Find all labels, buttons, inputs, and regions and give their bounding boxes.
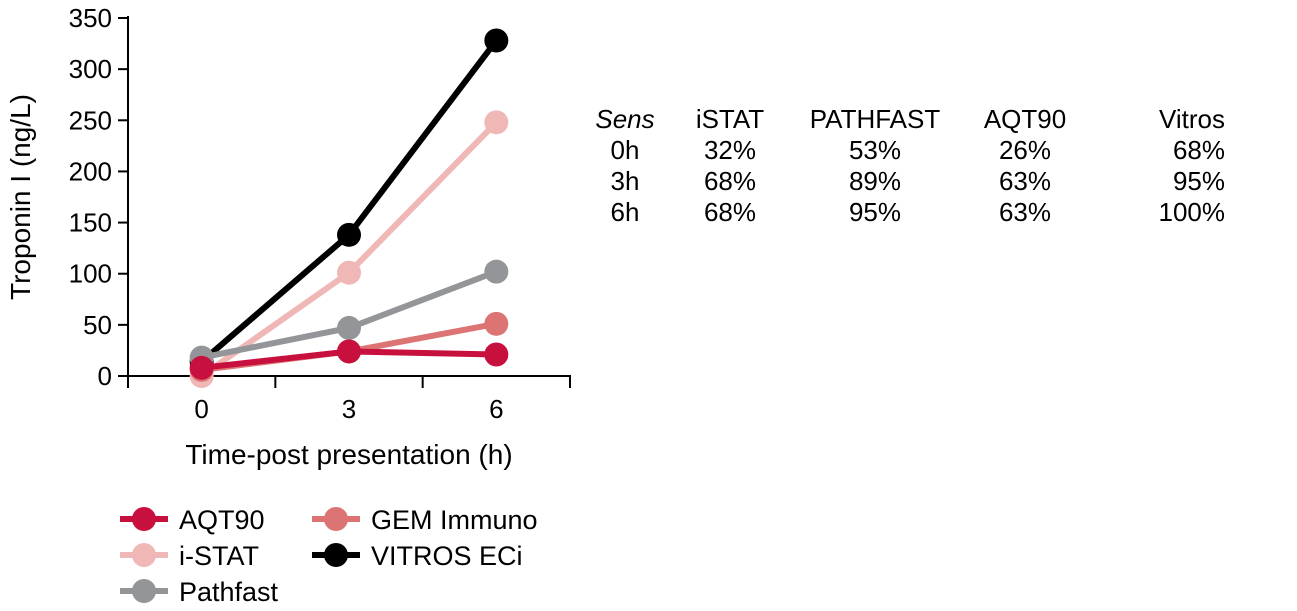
table-header-cell: iSTAT [695,104,765,134]
table-cell: 68% [1172,135,1225,165]
table-cell: 68% [703,166,757,196]
table-cell: 89% [848,166,902,196]
data-point [484,342,509,367]
table-header-cell: PATHFAST [809,104,941,134]
x-tick-label: 0 [194,394,208,424]
y-tick-label: 350 [69,3,112,33]
data-point [484,28,509,53]
table-header-row: Sens iSTAT PATHFAST AQT90 Vitros [575,104,1225,135]
legend-label: AQT90 [179,505,265,535]
x-tick-label: 6 [489,394,503,424]
table-cell: 68% [703,197,757,227]
data-point [484,311,509,336]
x-tick-label: 3 [342,394,356,424]
data-point [337,315,361,340]
legend-label: GEM Immuno [371,505,538,535]
legend-label: VITROS ECi [371,541,523,571]
table-header-cell: AQT90 [983,104,1067,134]
table-cell: 53% [848,135,902,165]
legend-swatch-marker [324,507,348,531]
x-axis-title: Time-post presentation (h) [185,439,512,470]
legend-swatch-marker [132,579,156,603]
table-header-cell: Sens [595,104,655,134]
legend-swatch-marker [324,543,348,567]
legend-swatch-marker [132,543,156,567]
table-row: 0h 32% 53% 26% 68% [575,135,1225,166]
table-cell: 3h [610,166,640,196]
table-cell: 63% [998,197,1052,227]
series-line [199,38,499,364]
data-point [337,339,361,364]
table-cell: 32% [703,135,757,165]
data-point [337,222,361,247]
table-row: 6h 68% 95% 63% 100% [575,197,1225,228]
table-header-cell: Vitros [1159,104,1225,134]
table-cell: 95% [848,197,902,227]
data-point [189,355,214,380]
table-cell: 26% [998,135,1052,165]
data-point [484,110,509,135]
data-point [484,259,509,284]
y-tick-label: 150 [69,208,112,238]
legend-label: i-STAT [179,541,259,571]
y-axis-title: Troponin I (ng/L) [5,94,36,300]
y-tick-label: 0 [98,361,112,391]
table-cell: 95% [1172,166,1225,196]
legend-swatch-marker [132,507,156,531]
y-tick-label: 50 [83,310,112,340]
y-tick-label: 250 [69,105,112,135]
y-tick-label: 300 [69,54,112,84]
table-cell: 6h [610,197,640,227]
table-cell: 63% [998,166,1052,196]
data-point [337,260,361,285]
table-cell: 0h [610,135,640,165]
y-tick-label: 100 [69,259,112,289]
sensitivity-table: Sens iSTAT PATHFAST AQT90 Vitros 0h 32% … [575,104,1225,228]
legend-label: Pathfast [179,577,279,607]
table-cell: 100% [1158,197,1226,227]
y-tick-label: 200 [69,156,112,186]
table-row: 3h 68% 89% 63% 95% [575,166,1225,197]
